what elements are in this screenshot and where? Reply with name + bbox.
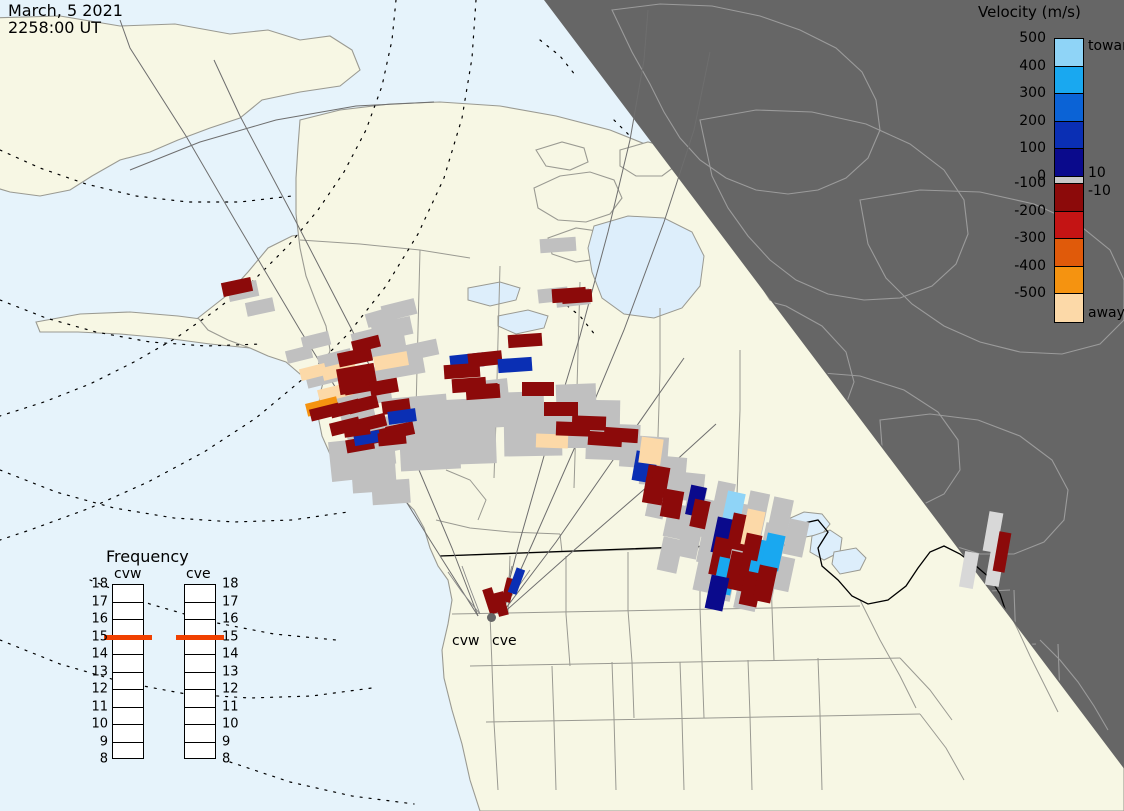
frequency-scale-cell [185,655,215,673]
frequency-scale-cell [113,725,143,743]
frequency-scale-cell [113,585,143,603]
velocity-tick-label: -500 [1014,285,1046,302]
velocity-tick-label: -100 [1014,175,1046,191]
velocity-tick-label: 300 [1019,85,1046,102]
title-time: 2258:00 UT [8,18,102,37]
frequency-tick-label: 14 [91,646,108,662]
frequency-scale-cell [185,743,215,761]
velocity-tick-label: -200 [1014,202,1046,219]
frequency-tick-label: 10 [91,716,108,732]
frequency-marker-cvw [104,634,152,640]
frequency-scale-cell [185,690,215,708]
frequency-tick-label: 13 [222,664,239,679]
velocity-tick-label: 0 [1037,168,1046,184]
frequency-scale-cell [113,655,143,673]
frequency-scale-cell [113,638,143,655]
velocity-tick-label: 100 [1019,140,1046,157]
site-label-cvw: cvw [452,633,480,649]
frequency-tick-label: 12 [91,681,108,697]
frequency-tick-label: 10 [222,716,239,732]
velocity-colorbar-segment [1055,239,1083,267]
frequency-scale-cell [185,725,215,743]
velocity-tick-label: 400 [1019,57,1046,74]
velocity-side-label-bottom: away [1088,305,1124,321]
frequency-tick-label: 9 [99,734,108,749]
velocity-legend-title: Velocity (m/s) [978,3,1081,21]
velocity-colorbar-segment [1055,121,1083,150]
velocity-tick-label: 200 [1019,112,1046,129]
frequency-scale-cve [184,584,216,759]
velocity-tick-label: -400 [1014,257,1046,274]
velocity-colorbar-segment [1055,294,1083,322]
frequency-scale-cell [113,743,143,761]
frequency-scale-cell [113,673,143,690]
frequency-scale-cell [185,603,215,620]
velocity-side-label-near-zero-upper: 10 [1088,165,1106,181]
velocity-tick-label: -300 [1014,230,1046,247]
frequency-tick-label: 11 [91,699,108,714]
frequency-tick-label: 18 [91,576,108,592]
frequency-legend: Frequency cvw 18 17 16 15 14 13 12 11 10 9 8 cve 18 17… [88,547,248,787]
velocity-cells [220,277,1012,617]
frequency-tick-label: 11 [222,699,239,714]
frequency-tick-label: 14 [222,646,239,662]
frequency-tick-label: 17 [91,594,108,609]
timestamp-title: March, 5 2021 2258:00 UT [8,2,123,36]
frequency-scale-cell [185,708,215,725]
velocity-legend: Velocity (m/s) 500 400 300 200 100 0 -100 -200 -… [962,0,1124,340]
velocity-colorbar-segment [1055,39,1083,67]
title-date: March, 5 2021 [8,1,123,20]
frequency-tick-label: 17 [222,594,239,609]
velocity-colorbar-segment [1055,66,1083,95]
velocity-colorbar-segment [1055,211,1083,240]
velocity-colorbar-segment [1055,149,1083,177]
frequency-tick-label: 12 [222,681,239,697]
velocity-colorbar-segment [1055,183,1083,212]
frequency-tick-label: 15 [91,629,108,644]
frequency-scale-cell [185,673,215,690]
frequency-column-label-cve: cve [186,566,211,582]
radar-site-dot [487,613,496,622]
frequency-tick-label: 15 [222,629,239,644]
frequency-tick-label: 16 [91,611,108,627]
frequency-marker-cve [176,634,224,640]
frequency-column-label-cvw: cvw [114,566,142,582]
frequency-tick-label: 8 [99,751,108,767]
frequency-tick-label: 9 [222,734,231,749]
velocity-colorbar [1054,38,1084,323]
frequency-tick-label: 16 [222,611,239,627]
frequency-tick-label: 8 [222,751,231,767]
frequency-scale-cvw [112,584,144,759]
frequency-scale-cell [185,638,215,655]
frequency-scale-cell [113,690,143,708]
frequency-scale-cell [113,708,143,725]
velocity-colorbar-segment [1055,176,1083,184]
velocity-colorbar-segment [1055,94,1083,122]
site-label-cve: cve [492,633,517,649]
velocity-side-label-top: toward [1088,38,1124,54]
frequency-tick-label: 18 [222,576,239,592]
velocity-side-label-near-zero-lower: -10 [1088,183,1111,199]
frequency-scale-cell [185,585,215,603]
frequency-legend-title: Frequency [106,547,189,566]
velocity-tick-label: 500 [1019,30,1046,46]
frequency-scale-cell [113,603,143,620]
velocity-colorbar-segment [1055,266,1083,295]
frequency-tick-label: 13 [91,664,108,679]
